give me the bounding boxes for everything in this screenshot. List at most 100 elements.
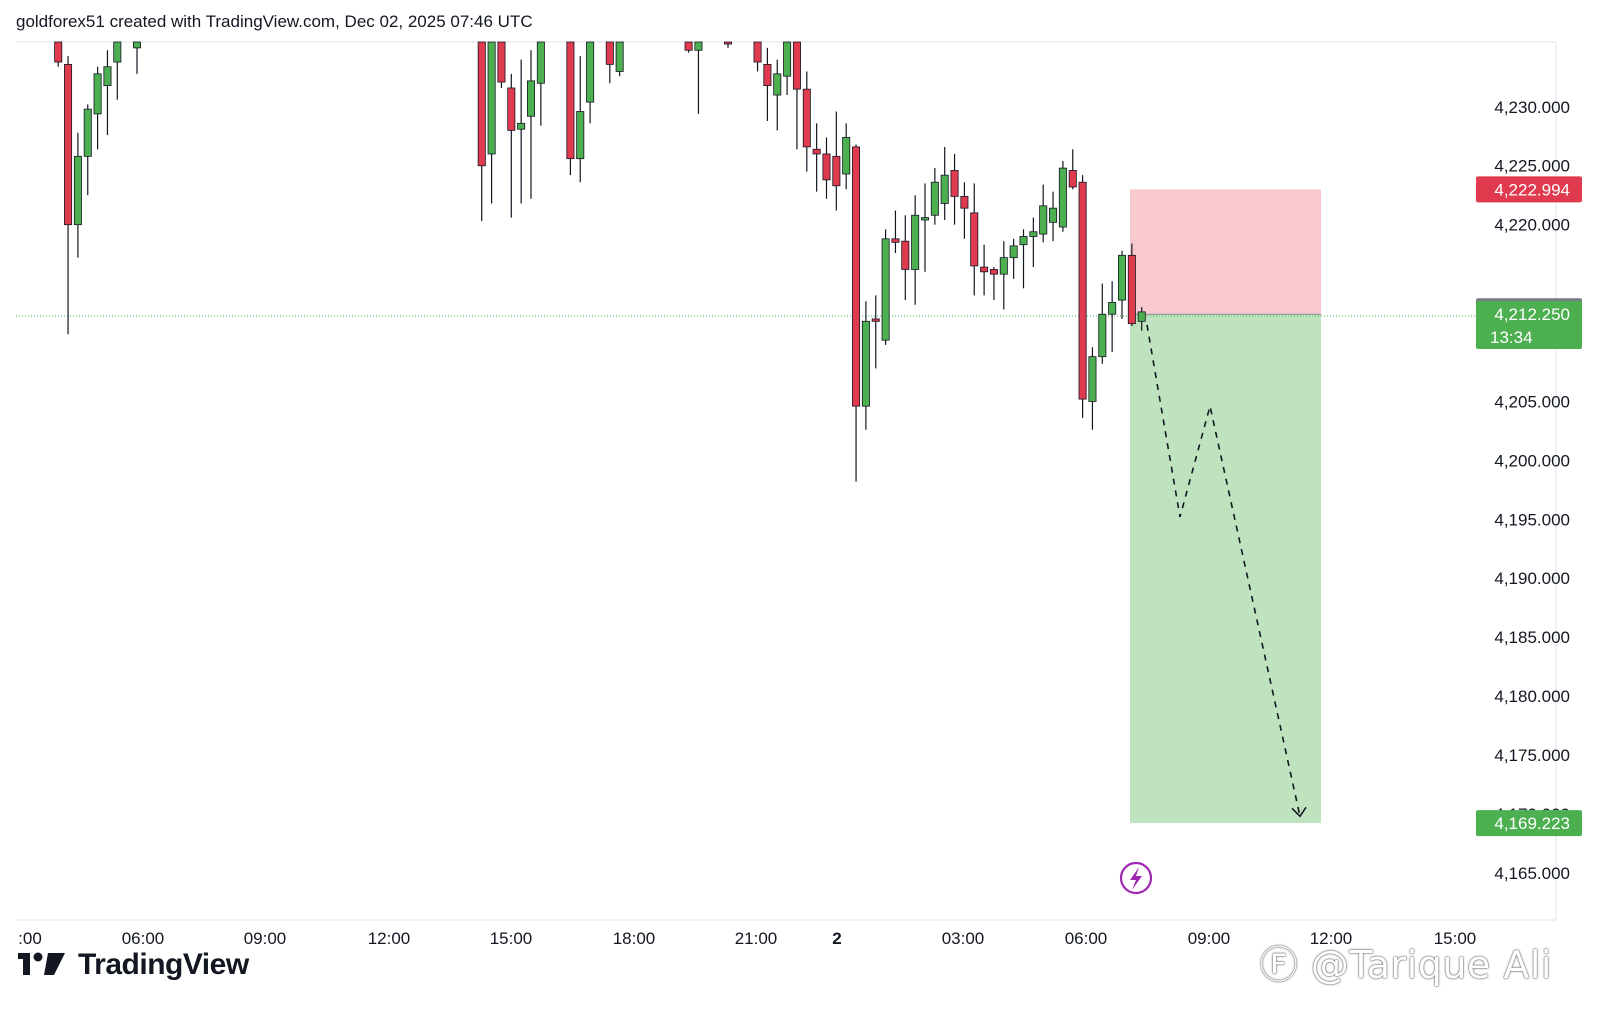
candle [1088, 347, 1097, 430]
projection-path [1146, 324, 1307, 818]
candle-body [1078, 181, 1087, 400]
candle [605, 41, 614, 84]
candle [1039, 184, 1048, 243]
candle-body [684, 41, 693, 51]
x-tick-label: 09:00 [244, 929, 287, 948]
candle [1019, 229, 1028, 289]
candle [763, 47, 772, 121]
stop-loss-zone [1130, 189, 1321, 315]
position-zones [1130, 189, 1321, 824]
tradingview-logo[interactable]: TradingView [18, 948, 249, 982]
candle-body [724, 41, 733, 45]
x-tick-label: 18:00 [613, 929, 656, 948]
candle [1058, 161, 1067, 232]
candle [73, 132, 82, 258]
candle [950, 153, 959, 225]
x-tick-label: 2 [832, 929, 841, 948]
y-tick-label: 4,190.000 [1494, 569, 1570, 588]
candle [477, 41, 486, 222]
price-tag-value: 4,222.994 [1494, 180, 1570, 199]
price-axis[interactable]: 4,230.000 4,225.000 4,220.000 4,205.000 4,20… [1494, 98, 1570, 883]
candle-body [1009, 245, 1018, 259]
candle-body [1058, 167, 1067, 228]
price-tag-countdown: 13:34 [1490, 328, 1533, 347]
candle [497, 41, 506, 88]
candle-body [921, 217, 930, 221]
candle [822, 137, 831, 199]
candle [812, 123, 821, 192]
candles [54, 41, 1146, 482]
candle-body [1108, 302, 1117, 315]
x-tick-label: 06:00 [122, 929, 165, 948]
candle [842, 123, 851, 190]
candle-body [901, 240, 910, 270]
candle-body [891, 238, 900, 243]
candle-body [980, 266, 989, 273]
candle [792, 41, 801, 150]
candle-body [1049, 207, 1058, 223]
candle-body [1088, 356, 1097, 402]
candle-body [930, 181, 939, 216]
candle-body [64, 63, 73, 226]
candle-body [54, 41, 63, 63]
candle-body [536, 41, 545, 84]
candle-body [753, 41, 762, 63]
candle [773, 59, 782, 131]
candle [507, 73, 516, 218]
candle [64, 56, 73, 335]
x-tick-label: 15:00 [1434, 929, 1477, 948]
candle-body [113, 41, 122, 63]
price-tag-bg [1476, 301, 1582, 350]
candle-body [832, 155, 841, 187]
take-profit-zone [1130, 314, 1321, 824]
candle [930, 168, 939, 225]
candle [783, 41, 792, 96]
y-tick-label: 4,195.000 [1494, 510, 1570, 529]
candle [54, 41, 63, 67]
candle [103, 50, 112, 136]
candle [1137, 307, 1146, 331]
candle [527, 50, 536, 199]
price-tag-last: 4,212.250 13:34 [1476, 301, 1582, 350]
lightning-icon[interactable] [1119, 861, 1153, 895]
candle [684, 41, 693, 53]
candle-body [605, 41, 614, 65]
candle-body [586, 41, 595, 103]
y-tick-label: 4,225.000 [1494, 157, 1570, 176]
y-tick-label: 4,220.000 [1494, 216, 1570, 235]
candle-body [783, 41, 792, 77]
candle [1118, 250, 1127, 319]
candle-body [83, 108, 92, 157]
price-tag-bg [1476, 176, 1582, 203]
candle [1108, 281, 1117, 352]
price-tag-stop: 4,222.994 [1476, 176, 1582, 203]
candle-body [93, 73, 102, 115]
candle-body [763, 63, 772, 87]
candle-body [1118, 254, 1127, 301]
candle [989, 267, 998, 301]
candle [586, 41, 595, 124]
candle-body [802, 88, 811, 148]
candle [911, 195, 920, 305]
candle-body [477, 41, 486, 167]
y-tick-label: 4,230.000 [1494, 98, 1570, 117]
x-tick-label: 15:00 [490, 929, 533, 948]
candle-body [497, 41, 506, 83]
candle [960, 182, 969, 239]
candle [999, 241, 1008, 310]
candle [901, 215, 910, 301]
x-tick-label: 06:00 [1065, 929, 1108, 948]
author-watermark: Ⓕ @Tarique Ali [1259, 943, 1552, 987]
candle [1127, 243, 1136, 327]
price-tag-bg [1476, 810, 1582, 837]
candle-body [1137, 311, 1146, 322]
time-axis[interactable]: :00 06:00 09:00 12:00 15:00 18:00 21:00 2 03:00 0… [18, 929, 1476, 948]
candle-body [792, 41, 801, 90]
candle [113, 41, 122, 100]
candle [487, 41, 496, 204]
candle-body [842, 137, 851, 175]
candle-body [103, 66, 112, 87]
candle [1078, 175, 1087, 418]
tradingview-mark-icon [18, 952, 65, 975]
